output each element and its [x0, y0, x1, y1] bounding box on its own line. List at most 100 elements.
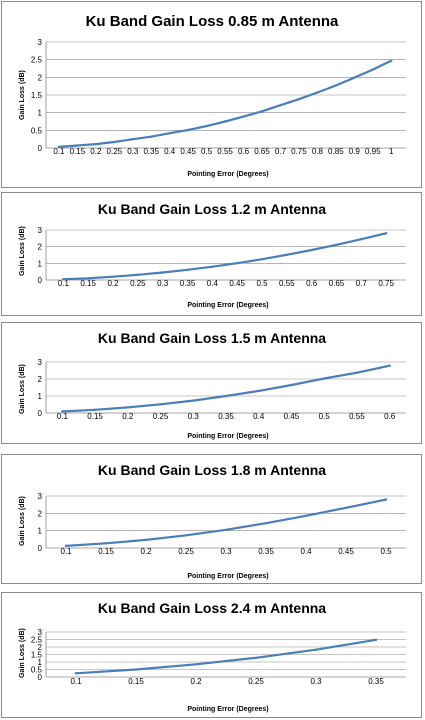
x-tick-label: 0.35: [180, 279, 196, 288]
chart-12-svg: Ku Band Gain Loss 1.2 m Antenna Pointing…: [19, 201, 406, 309]
y-axis-label: Gain Loss (dB): [19, 628, 26, 678]
y-tick-label: 0: [38, 673, 43, 682]
data-point: [254, 656, 258, 659]
x-tick-label: 0.95: [365, 147, 381, 156]
data-point: [242, 115, 245, 118]
x-tick-label: 0.9: [349, 147, 361, 156]
y-tick-label: 2.5: [31, 636, 43, 645]
chart-panel-15: Ku Band Gain Loss 1.5 m Antenna Pointing…: [1, 322, 422, 444]
data-point: [144, 538, 148, 542]
data-point: [126, 406, 130, 409]
series-line: [57, 59, 393, 148]
data-point: [316, 91, 319, 94]
x-tick-label: 0.35: [368, 677, 384, 686]
y-tick-label: 1: [38, 392, 43, 401]
data-point: [94, 142, 98, 146]
x-tick-label: 0.5: [319, 412, 331, 421]
x-tick-label: 0.4: [164, 147, 176, 156]
x-tick-label: 0.15: [70, 147, 86, 156]
chart-title: Ku Band Gain Loss 1.8 m Antenna: [98, 462, 326, 478]
x-tick-label: 0.2: [122, 412, 134, 421]
x-tick-label: 0.4: [253, 412, 265, 421]
y-tick-label: 1: [38, 109, 43, 118]
y-tick-label: 1: [38, 259, 43, 268]
x-tick-label: 0.45: [229, 279, 245, 288]
y-axis-label: Gain Loss (dB): [19, 226, 26, 276]
data-point: [192, 399, 195, 402]
data-point: [131, 137, 134, 141]
data-point: [235, 261, 239, 265]
data-point: [224, 394, 228, 398]
x-tick-label: 0.2: [107, 279, 119, 288]
chart-title: Ku Band Gain Loss 1.2 m Antenna: [98, 201, 326, 217]
x-tick-label: 0.6: [306, 279, 318, 288]
y-tick-label: 1.5: [31, 91, 43, 100]
data-point: [159, 403, 162, 406]
data-point: [257, 389, 260, 393]
y-tick-label: 1: [38, 527, 43, 536]
x-tick-label: 0.55: [349, 412, 365, 421]
data-point: [211, 265, 214, 268]
data-point: [93, 408, 97, 411]
x-tick-label: 0.7: [356, 279, 368, 288]
y-tick-label: 3: [38, 628, 43, 637]
x-tick-label: 0.1: [58, 279, 70, 288]
x-tick-label: 0.35: [143, 147, 159, 156]
x-tick-label: 0.55: [217, 147, 233, 156]
series-line: [61, 364, 391, 413]
chart-18-svg: Ku Band Gain Loss 1.8 m Antenna Pointing…: [19, 462, 406, 580]
x-tick-label: 0.5: [201, 147, 213, 156]
data-point: [186, 268, 189, 272]
x-tick-label: 0.5: [256, 279, 268, 288]
y-tick-label: 2: [38, 243, 43, 252]
y-tick-label: 3: [38, 492, 43, 501]
chart-title: Ku Band Gain Loss 0.85 m Antenna: [86, 13, 339, 30]
x-axis-label: Pointing Error (Degrees): [187, 433, 268, 440]
x-tick-label: 0.45: [180, 147, 196, 156]
y-tick-label: 0: [38, 409, 43, 418]
x-tick-label: 0.3: [127, 147, 139, 156]
x-tick-label: 0.2: [140, 547, 152, 556]
series-line: [64, 498, 388, 547]
x-axis-label: Pointing Error (Degrees): [187, 302, 268, 309]
data-point: [355, 371, 359, 374]
x-axis-label: Pointing Error (Degrees): [187, 706, 268, 713]
x-tick-label: 0.5: [380, 547, 392, 556]
data-point: [205, 124, 208, 128]
data-point: [390, 59, 393, 62]
y-tick-label: 3: [38, 38, 43, 47]
chart-panel-24: Ku Band Gain Loss 2.4 m Antenna Pointing…: [1, 592, 422, 718]
data-point: [186, 128, 190, 132]
data-point: [285, 253, 289, 257]
y-tick-label: 0.5: [31, 666, 43, 675]
x-tick-label: 0.35: [258, 547, 274, 556]
y-axis-label: Gain Loss (dB): [19, 364, 26, 414]
x-tick-label: 0.35: [218, 412, 234, 421]
x-tick-label: 0.3: [220, 547, 232, 556]
x-tick-label: 0.15: [128, 677, 144, 686]
data-point: [314, 648, 318, 651]
y-tick-label: 2: [38, 509, 43, 518]
y-tick-label: 2: [38, 643, 43, 652]
x-tick-label: 0.8: [312, 147, 324, 156]
x-tick-label: 0.85: [328, 147, 344, 156]
x-tick-label: 0.15: [87, 412, 103, 421]
x-tick-label: 1: [389, 147, 394, 156]
data-point: [322, 377, 326, 380]
data-point: [304, 514, 308, 517]
x-tick-label: 0.1: [70, 677, 82, 686]
series-line: [62, 232, 388, 281]
x-tick-label: 0.1: [60, 547, 72, 556]
data-point: [384, 232, 388, 235]
data-point: [113, 140, 116, 144]
data-point: [264, 522, 268, 525]
data-point: [335, 243, 338, 247]
data-point: [279, 104, 282, 107]
data-point: [136, 273, 140, 277]
x-tick-label: 0.3: [188, 412, 200, 421]
x-tick-label: 0.65: [254, 147, 270, 156]
data-point: [64, 544, 68, 548]
data-point: [290, 383, 293, 387]
data-point: [297, 98, 301, 101]
chart-panel-12: Ku Band Gain Loss 1.2 m Antenna Pointing…: [1, 192, 422, 316]
